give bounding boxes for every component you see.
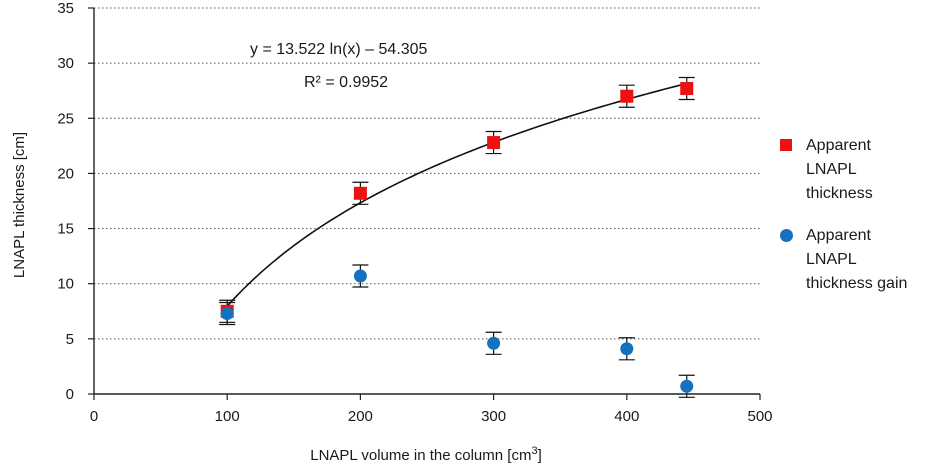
blue-circle-marker-icon	[780, 229, 793, 242]
data-point-square	[680, 82, 694, 96]
tick-labels: 0 5 10 15 20 25 30 35 0 100 200 300 400 500	[57, 0, 772, 425]
trendline-group	[226, 82, 687, 307]
y-tick-label: 10	[57, 276, 74, 293]
legend-label: Apparent LNAPL thickness gain	[806, 227, 908, 292]
data-point-circle	[220, 306, 234, 320]
legend-item-thickness-gain: Apparent LNAPL thickness gain	[780, 224, 926, 296]
x-tick-label: 200	[348, 408, 373, 425]
x-tick-label: 0	[90, 408, 98, 425]
y-tick-label: 0	[66, 386, 74, 403]
x-axis-title-text: LNAPL volume in the column [cm	[310, 447, 531, 464]
x-axis-title: LNAPL volume in the column [cm3]	[310, 445, 542, 464]
legend-label: Apparent LNAPL thickness	[806, 137, 873, 202]
r-squared-label: R² = 0.9952	[304, 74, 388, 91]
axes	[88, 7, 761, 400]
y-tick-label: 30	[57, 55, 74, 72]
red-square-marker-icon	[780, 139, 792, 151]
data-point-circle	[620, 342, 634, 356]
x-tick-label: 400	[614, 408, 639, 425]
gridlines	[94, 7, 760, 340]
data-point-square	[353, 186, 367, 200]
y-tick-label: 35	[57, 0, 74, 17]
x-tick-label: 500	[747, 408, 772, 425]
data-point-circle	[680, 379, 694, 393]
data-point-circle	[353, 269, 367, 283]
data-markers	[220, 82, 694, 393]
data-point-square	[620, 89, 634, 103]
x-axis-title-end: ]	[538, 447, 542, 464]
x-tick-label: 300	[481, 408, 506, 425]
y-tick-label: 25	[57, 110, 74, 127]
x-tick-label: 100	[215, 408, 240, 425]
y-axis-title: LNAPL thickness [cm]	[11, 132, 28, 278]
y-tick-label: 15	[57, 221, 74, 238]
data-point-circle	[487, 336, 501, 350]
data-point-square	[487, 136, 501, 150]
trendline-equation: y = 13.522 ln(x) – 54.305	[250, 41, 428, 58]
x-axis-title-superscript: 3	[531, 445, 537, 457]
legend: Apparent LNAPL thickness Apparent LNAPL …	[780, 134, 926, 314]
y-tick-label: 5	[66, 331, 74, 348]
trendline	[226, 82, 687, 307]
legend-item-apparent-thickness: Apparent LNAPL thickness	[780, 134, 926, 206]
y-tick-label: 20	[57, 165, 74, 182]
